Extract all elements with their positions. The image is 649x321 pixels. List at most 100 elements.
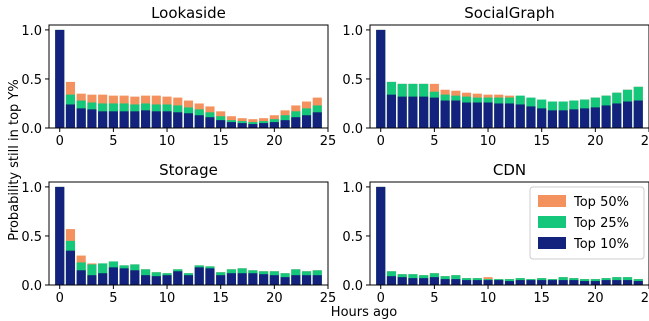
y-tick-label: 0.5 [21,230,42,245]
x-tick-label: 15 [212,134,229,149]
bar-top10-x10 [162,275,172,285]
bar-top10-x2 [397,277,407,285]
y-tick-label: 1.0 [21,24,42,39]
x-tick-label: 25 [320,134,337,149]
bar-top10-x15 [537,280,547,285]
bar-top10-x1 [386,276,397,285]
bar-top10-x0 [55,29,65,128]
bar-top10-x13 [194,115,204,128]
x-axis-label: Hours ago [331,305,397,320]
bar-top10-x17 [237,273,247,285]
bar-top10-x19 [580,108,590,128]
bar-top10-x5 [108,111,118,128]
y-tick-label: 0.0 [342,122,363,137]
bar-top10-x24 [312,112,322,128]
bar-top10-x10 [483,102,493,128]
legend-label-top10: Top 10% [573,237,629,252]
bar-top10-x21 [280,277,290,285]
x-tick-label: 20 [266,134,283,149]
bar-top10-x9 [472,102,482,128]
bar-top10-x8 [141,275,151,285]
x-tick-label: 20 [587,291,604,306]
bar-top10-x22 [291,275,301,285]
bar-top10-x3 [408,96,418,128]
bar-top10-x15 [216,275,226,285]
y-axis-label: Probability still in top Y% [7,79,22,240]
bar-top10-x6 [119,268,129,285]
bar-top10-x22 [291,117,301,128]
bar-top10-x14 [526,280,536,285]
bar-top10-x1 [65,250,76,285]
bar-top10-x5 [429,277,439,285]
bar-top10-x19 [580,281,590,285]
y-tick-label: 0.0 [342,279,363,294]
x-tick-label: 0 [56,134,64,149]
axes-frame [369,181,649,286]
panel-lookaside: Lookaside 0 5 10 15 20 25 0.0 0.5 1.0 [21,4,336,149]
x-tick-label: 10 [159,134,176,149]
x-tick-label: 0 [56,291,64,306]
panel-title: Lookaside [151,4,226,22]
bar-top10-x10 [483,280,493,285]
panel-cdn: CDN 0 5 10 15 20 25 0.0 0.5 1.0 [342,161,649,306]
bar-top10-x15 [216,120,226,128]
y-tick-label: 0.5 [342,230,363,245]
axes-frame [369,24,649,129]
x-tick-label: 15 [533,291,550,306]
x-tick-label: 25 [641,134,649,149]
bar-top10-x14 [526,106,536,128]
x-tick-label: 25 [320,291,337,306]
bar-top10-x24 [312,275,322,285]
bar-top10-x18 [248,124,258,128]
legend-swatch-top25 [538,216,566,228]
bar-top10-x1 [65,104,76,128]
bar-top10-x7 [130,111,140,128]
bar-top10-x15 [537,108,547,128]
bar-top10-x18 [569,280,579,285]
bar-top10-x21 [601,105,611,128]
bar-top10-x10 [162,111,172,128]
y-tick-label: 1.0 [342,181,363,196]
bar-top10-x7 [451,100,461,128]
bar-top10-x21 [601,280,611,285]
legend-swatch-top10 [538,237,566,249]
y-tick-label: 0.5 [342,73,363,88]
bar-top10-x9 [151,111,161,128]
bar-top10-x16 [547,110,557,128]
bar-top10-x17 [558,280,568,285]
bar-top10-x3 [87,109,97,128]
bar-top10-x11 [494,103,504,128]
y-tick-label: 1.0 [21,181,42,196]
x-tick-label: 10 [480,134,497,149]
bar-top10-x24 [633,100,643,128]
y-tick-label: 0.0 [21,279,42,294]
bar-top10-x17 [237,123,247,128]
bar-top10-x5 [108,267,118,285]
y-tick-label: 0.5 [21,73,42,88]
bar-top10-x16 [226,273,236,285]
bar-top10-x19 [259,274,269,285]
bar-top10-x20 [590,107,600,128]
bar-top10-x18 [248,273,258,285]
bar-top10-x14 [205,268,215,285]
bar-top10-x6 [440,100,450,128]
bar-top10-x6 [440,279,450,285]
bar-top10-x16 [226,122,236,128]
bar-top10-x18 [569,109,579,128]
x-tick-label: 5 [109,134,117,149]
x-tick-label: 0 [377,134,385,149]
x-tick-label: 0 [377,291,385,306]
bar-top10-x4 [419,278,429,285]
x-tick-label: 20 [266,291,283,306]
bar-top10-x5 [429,97,439,128]
bar-top10-x11 [173,271,183,285]
bar-top10-x23 [622,280,633,285]
bar-top10-x0 [376,29,386,128]
bar-top10-x17 [558,110,568,128]
bar-top10-x8 [462,280,472,285]
bar-top10-x23 [301,275,312,285]
panel-title: Storage [159,161,218,179]
panel-socialgraph: SocialGraph 0 5 10 15 20 25 0.0 0.5 1.0 [342,4,649,149]
x-tick-label: 10 [480,291,497,306]
